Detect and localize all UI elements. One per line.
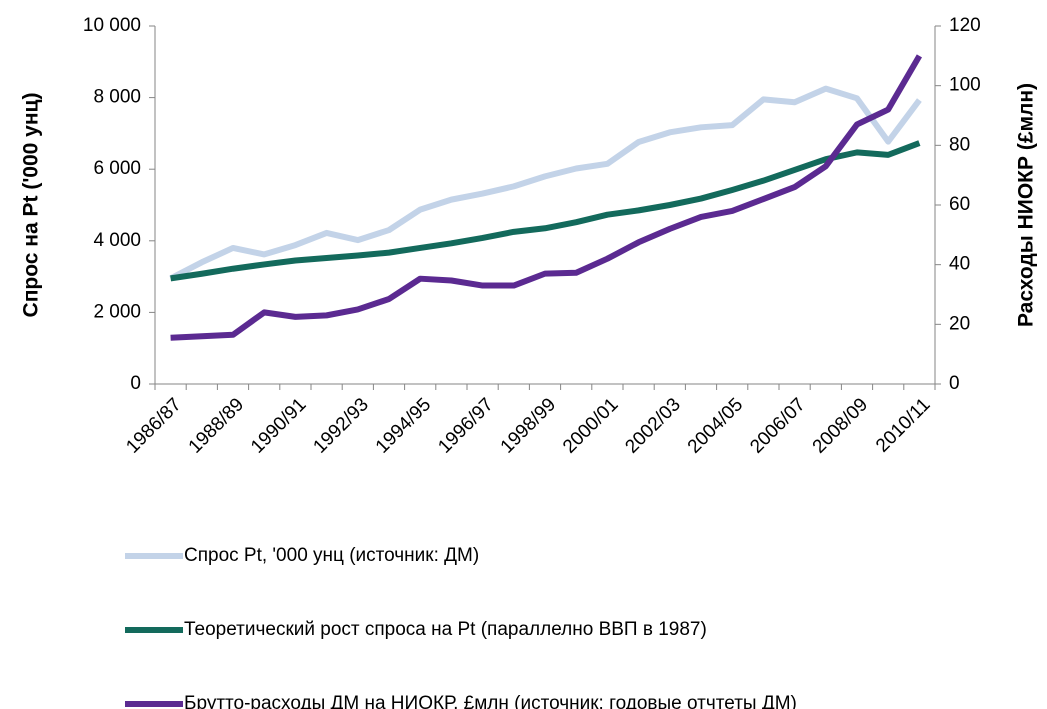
x-tick-label: 2008/09 — [809, 394, 872, 457]
y2-tick-label: 120 — [949, 15, 981, 36]
y2-tick-label: 80 — [949, 134, 970, 155]
y-tick-label: 6 000 — [93, 158, 141, 179]
y2-axis-title: Расходы НИОКР (£млн) — [1015, 83, 1038, 327]
x-tick-label: 1990/91 — [247, 394, 310, 457]
y2-tick-label: 40 — [949, 254, 970, 275]
x-tick-label: 2000/01 — [559, 394, 622, 457]
x-tick-label: 1988/89 — [185, 394, 248, 457]
y-tick-label: 0 — [130, 373, 141, 394]
legend-label: Спрос Pt, '000 унц (источник: ДМ) — [184, 545, 479, 566]
y2-tick-label: 100 — [949, 75, 981, 96]
y-tick-label: 8 000 — [93, 87, 141, 108]
x-tick-label: 2006/07 — [746, 394, 809, 457]
x-tick-label: 2004/05 — [684, 394, 747, 457]
x-tick-label: 1986/87 — [122, 394, 185, 457]
series-line — [169, 85, 922, 282]
x-tick-label: 1998/99 — [497, 394, 560, 457]
y2-tick-label: 60 — [949, 194, 970, 215]
series-line — [170, 54, 922, 341]
x-tick-label: 1992/93 — [309, 394, 372, 457]
y-tick-label: 4 000 — [93, 230, 141, 251]
y-axis-title: Спрос на Pt ('000 унц) — [20, 93, 43, 318]
x-tick-label: 2010/11 — [872, 394, 934, 456]
y-tick-label: 2 000 — [93, 301, 141, 322]
x-tick-label: 1996/97 — [434, 394, 497, 457]
y-tick-label: 10 000 — [83, 15, 141, 36]
legend-label: Теоретический рост спроса на Pt (паралле… — [184, 619, 707, 640]
x-tick-label: 1994/95 — [372, 394, 435, 457]
legend-label: Брутто-расходы ДМ на НИОКР, £млн (источн… — [184, 693, 797, 709]
series-line — [170, 140, 921, 282]
y2-tick-label: 0 — [949, 373, 960, 394]
y2-tick-label: 20 — [949, 313, 970, 334]
x-tick-label: 2002/03 — [621, 394, 684, 457]
